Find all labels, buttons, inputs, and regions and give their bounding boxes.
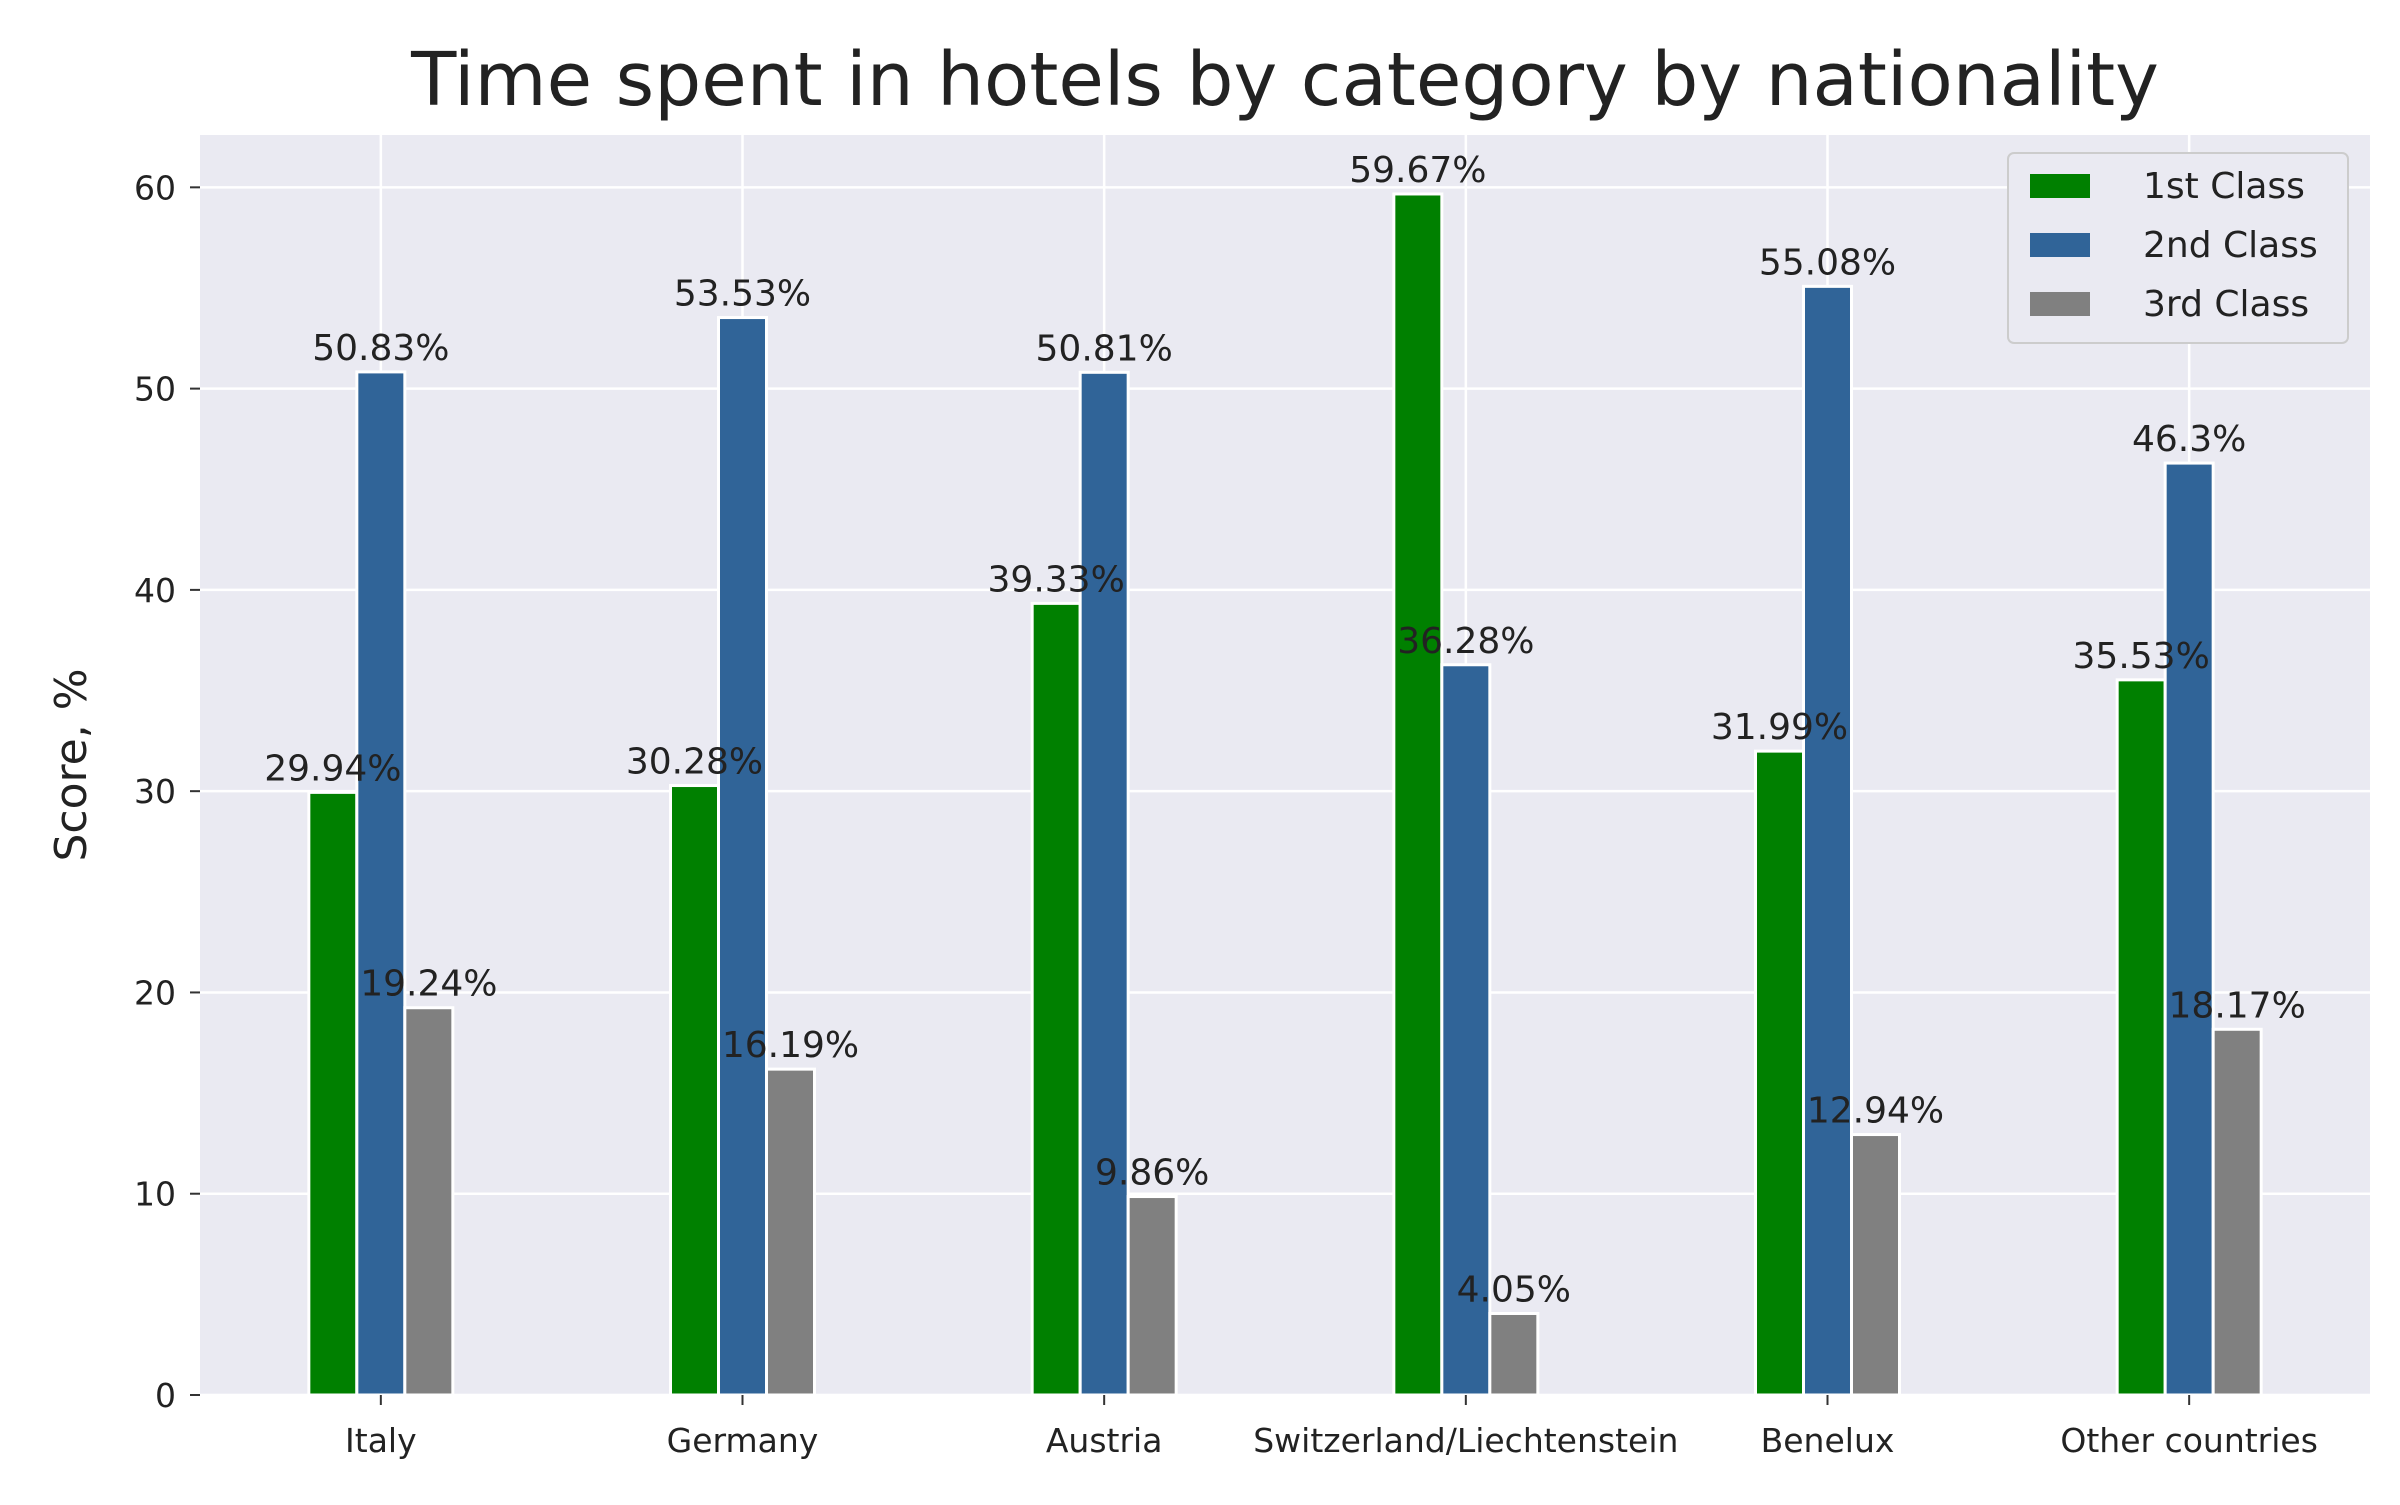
value-label: 53.53% [674, 274, 811, 315]
value-label: 46.3% [2132, 419, 2246, 460]
chart-title: Time spent in hotels by category by nati… [410, 37, 2159, 123]
value-label: 18.17% [2169, 985, 2306, 1026]
legend-swatch [2030, 292, 2090, 316]
bar [765, 1067, 816, 1397]
legend-entry: 1st Class [2143, 166, 2305, 207]
value-label: 9.86% [1095, 1153, 1209, 1194]
legend-entry: 2nd Class [2143, 225, 2318, 266]
y-axis-label: Score, % [46, 668, 97, 861]
bar [403, 1006, 455, 1397]
bar [1126, 1195, 1178, 1397]
bar [2115, 678, 2167, 1397]
x-tick-label: Benelux [1761, 1421, 1895, 1460]
legend: 1st Class 2nd Class 3rd Class [2007, 152, 2349, 344]
bar [307, 790, 359, 1397]
legend-swatch [2030, 233, 2090, 257]
value-label: 55.08% [1759, 242, 1896, 283]
bar [1754, 749, 1805, 1397]
x-tick-label: Austria [1046, 1421, 1163, 1460]
bar [1392, 192, 1444, 1397]
value-label: 36.28% [1397, 621, 1534, 662]
y-tick-label: 20 [134, 973, 176, 1012]
axes: 0 10 20 30 40 50 60 Italy Germany Austria Switzerl… [134, 168, 2318, 1460]
value-labels: 29.94% 30.28% 39.33% 59.67% 31.99% 35.53% 50.8… [264, 150, 2306, 1311]
bar [1078, 370, 1130, 1397]
y-tick-label: 0 [155, 1376, 176, 1415]
value-label: 19.24% [360, 964, 497, 1005]
y-tick-label: 40 [134, 571, 176, 610]
value-label: 16.19% [722, 1025, 859, 1066]
value-label: 35.53% [2073, 636, 2210, 677]
value-label: 31.99% [1711, 707, 1848, 748]
x-tick-label: Switzerland/Liechtenstein [1253, 1421, 1678, 1460]
bar [1802, 284, 1853, 1397]
plot-area [200, 135, 2370, 1395]
bar [2211, 1027, 2263, 1397]
value-label: 50.81% [1036, 328, 1173, 369]
x-tick-label: Other countries [2060, 1421, 2318, 1460]
legend-entry: 3rd Class [2143, 284, 2309, 325]
bar [355, 370, 407, 1397]
bar [717, 316, 768, 1397]
value-label: 59.67% [1349, 150, 1486, 191]
bar [669, 784, 720, 1397]
y-tick-label: 50 [134, 370, 176, 409]
bar [1488, 1311, 1540, 1397]
value-label: 30.28% [626, 742, 763, 783]
x-tick-label: Germany [667, 1421, 819, 1460]
y-tick-label: 60 [134, 168, 176, 207]
bar [1030, 601, 1082, 1397]
value-label: 12.94% [1807, 1091, 1944, 1132]
bar [2163, 461, 2215, 1397]
value-label: 39.33% [988, 559, 1125, 600]
bar [1850, 1133, 1901, 1397]
legend-frame [2007, 152, 2349, 344]
value-label: 50.83% [312, 328, 449, 369]
bars [307, 192, 2263, 1397]
bar [1440, 663, 1492, 1397]
value-label: 4.05% [1457, 1269, 1571, 1310]
value-label: 29.94% [264, 748, 401, 789]
y-tick-label: 30 [134, 772, 176, 811]
x-tick-label: Italy [345, 1421, 417, 1460]
y-tick-label: 10 [134, 1175, 176, 1214]
legend-swatch [2030, 174, 2090, 198]
